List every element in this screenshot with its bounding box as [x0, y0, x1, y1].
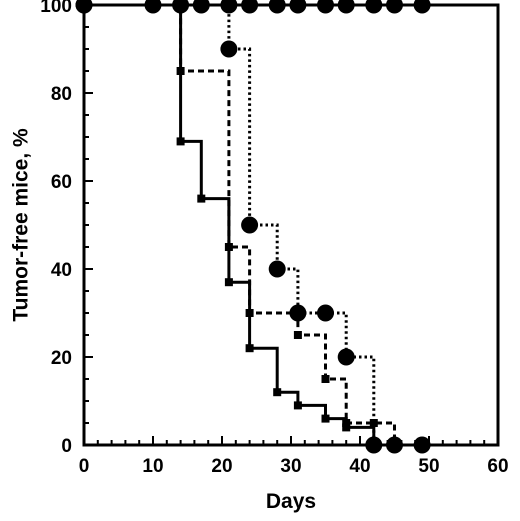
data-point — [317, 304, 334, 322]
x-tick-label: 0 — [79, 456, 90, 477]
series-line — [84, 3, 376, 445]
series-4 — [80, 1, 378, 449]
x-tick-label: 60 — [487, 456, 508, 477]
data-point — [176, 137, 185, 146]
plot-frame — [82, 3, 500, 447]
x-axis-title: Days — [266, 490, 316, 513]
y-tick-label: 100 — [40, 0, 72, 17]
data-point — [337, 0, 355, 14]
data-point — [293, 401, 302, 410]
data-point — [220, 0, 238, 14]
x-tick-label: 40 — [349, 456, 370, 477]
data-point — [273, 388, 282, 397]
data-point — [293, 331, 302, 339]
x-axis: 0 10 20 30 40 50 60 — [79, 436, 509, 477]
data-point — [386, 0, 403, 14]
y-axis-title: Tumor-free mice, % — [10, 128, 33, 322]
plot-area — [82, 3, 500, 447]
y-tick-label: 60 — [51, 172, 72, 193]
x-tick-label: 30 — [280, 456, 301, 477]
series-layer — [75, 0, 431, 454]
series-3 — [80, 1, 399, 449]
data-point — [413, 0, 431, 14]
data-point — [197, 194, 206, 203]
data-point — [413, 436, 431, 454]
data-point — [224, 278, 233, 287]
data-point — [321, 375, 330, 383]
data-point — [365, 0, 383, 14]
series-2 — [75, 0, 431, 454]
y-tick-label: 40 — [51, 260, 72, 281]
series-line — [84, 3, 423, 447]
y-axis: 0 20 40 60 80 100 — [40, 0, 93, 457]
data-point — [241, 216, 259, 234]
series-1 — [75, 0, 431, 14]
y-tick-label: 80 — [51, 84, 72, 105]
y-tick-label: 20 — [51, 348, 72, 369]
data-point — [342, 423, 351, 432]
data-point — [289, 0, 307, 14]
data-point — [245, 344, 254, 353]
data-point — [220, 40, 238, 58]
data-point — [144, 0, 162, 14]
x-tick-label: 20 — [211, 456, 232, 477]
data-point — [317, 0, 334, 14]
data-point — [369, 419, 378, 427]
data-point — [390, 441, 399, 449]
x-tick-label: 10 — [142, 456, 163, 477]
x-tick-label: 50 — [418, 456, 439, 477]
data-point — [337, 348, 355, 366]
data-point — [268, 0, 286, 14]
data-point — [268, 260, 286, 278]
data-point — [321, 414, 330, 423]
data-point — [241, 0, 259, 14]
y-tick-label: 0 — [61, 436, 72, 457]
series-line — [84, 3, 396, 445]
data-point — [192, 0, 210, 14]
